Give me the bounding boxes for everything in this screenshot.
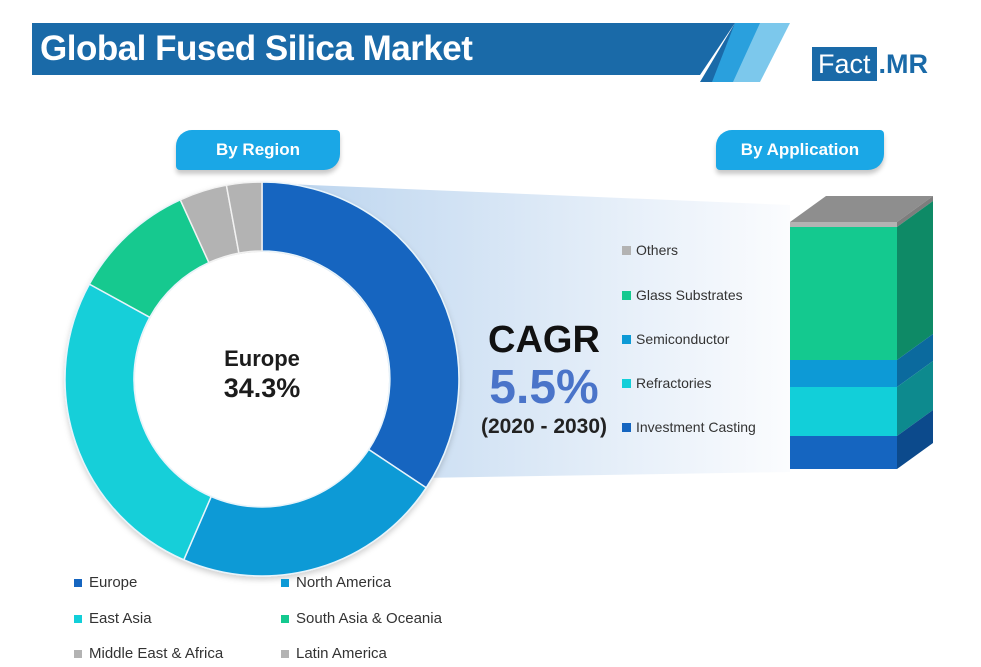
donut-hole [135, 252, 389, 506]
donut-center-value: 34.3% [223, 373, 301, 403]
cagr-label: CAGR [488, 319, 600, 361]
legend-swatch-icon [74, 578, 82, 587]
legend-swatch-icon [281, 578, 289, 587]
donut-center-region: Europe [224, 346, 300, 371]
donut-slice-latin-america [225, 181, 263, 254]
region-legend-item-middle-east-africa: Middle East & Africa [74, 645, 223, 662]
legend-swatch-icon [281, 614, 289, 623]
legend-label: Europe [89, 574, 138, 591]
application-3d-bar [790, 196, 933, 469]
app-legend-item-glass-substrates: Glass Substrates [622, 287, 743, 303]
legend-swatch-icon [622, 290, 631, 300]
legend-label: East Asia [89, 610, 152, 627]
legend-swatch-icon [74, 649, 82, 658]
legend-label: North America [296, 574, 392, 591]
region-legend-item-east-asia: East Asia [74, 610, 152, 627]
region-legend-item-latin-america: Latin America [281, 645, 387, 662]
logo-fact: Fact [812, 47, 877, 81]
region-legend-item-north-america: North America [281, 574, 391, 591]
legend-swatch-icon [622, 334, 631, 344]
logo-mr: .MR [878, 49, 929, 79]
factmr-logo: Fact .MR [812, 47, 928, 81]
legend-label: Others [636, 242, 679, 258]
donut-slice-europe [261, 181, 460, 489]
legend-swatch-icon [281, 649, 289, 658]
donut-center-annotation: Europe 34.3% [192, 346, 332, 404]
by-application-label: By Application [716, 130, 884, 170]
donut-slice-north-america [182, 448, 428, 577]
legend-label: Glass Substrates [636, 287, 743, 303]
by-region-label: By Region [176, 130, 340, 170]
app-legend-item-investment-casting: Investment Casting [622, 419, 756, 435]
cagr-block: CAGR 5.5% (2020 - 2030) [466, 318, 622, 440]
region-donut [64, 181, 460, 577]
legend-label: Latin America [296, 645, 387, 662]
legend-label: Semiconductor [636, 331, 730, 347]
region-legend-item-europe: Europe [74, 574, 137, 591]
legend-swatch-icon [622, 245, 631, 255]
legend-label: South Asia & Oceania [296, 610, 442, 627]
app-legend-item-refractories: Refractories [622, 375, 711, 391]
legend-label: Middle East & Africa [89, 645, 224, 662]
app-legend-item-others: Others [622, 242, 678, 258]
title-banner [32, 23, 790, 82]
cagr-value: 5.5% [489, 361, 599, 414]
legend-swatch-icon [622, 378, 631, 388]
cagr-period: (2020 - 2030) [480, 415, 608, 438]
legend-swatch-icon [622, 422, 631, 432]
legend-label: Investment Casting [636, 419, 756, 435]
app-legend-item-semiconductor: Semiconductor [622, 331, 729, 347]
region-legend-item-south-asia-oceania: South Asia & Oceania [281, 610, 442, 627]
legend-swatch-icon [74, 614, 82, 623]
page-title: Global Fused Silica Market [40, 29, 473, 68]
legend-label: Refractories [636, 375, 712, 391]
donut-slice-east-asia [64, 283, 213, 561]
